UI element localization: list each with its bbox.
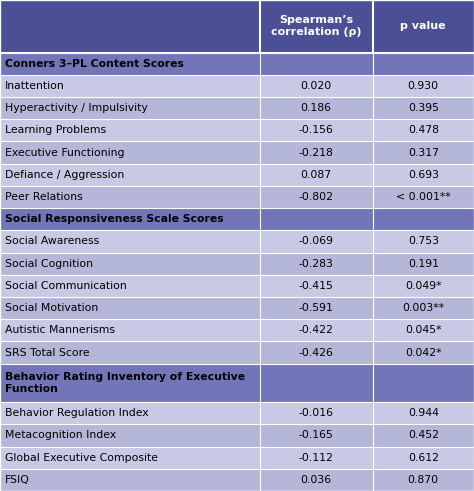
Text: 0.753: 0.753: [408, 237, 439, 246]
Bar: [0, 0, 474, 53]
Text: -0.069: -0.069: [299, 237, 334, 246]
Text: Social Responsiveness Scale Scores: Social Responsiveness Scale Scores: [5, 214, 224, 224]
Text: 0.049*: 0.049*: [405, 281, 442, 291]
Text: 0.003**: 0.003**: [402, 303, 444, 313]
Bar: [0, 75, 474, 97]
Bar: [0, 208, 474, 230]
Bar: [0, 341, 474, 364]
Text: -0.218: -0.218: [299, 148, 334, 158]
Text: -0.016: -0.016: [299, 408, 334, 418]
Text: Autistic Mannerisms: Autistic Mannerisms: [5, 326, 115, 335]
Bar: [0, 424, 474, 446]
Text: -0.591: -0.591: [299, 303, 334, 313]
Text: 0.045*: 0.045*: [405, 326, 442, 335]
Text: Conners 3–PL Content Scores: Conners 3–PL Content Scores: [5, 58, 184, 69]
Text: 0.317: 0.317: [408, 148, 439, 158]
Text: 0.870: 0.870: [408, 475, 439, 485]
Text: 0.042*: 0.042*: [405, 348, 442, 357]
Text: Metacognition Index: Metacognition Index: [5, 431, 116, 440]
Text: SRS Total Score: SRS Total Score: [5, 348, 90, 357]
Text: -0.165: -0.165: [299, 431, 334, 440]
Bar: [0, 141, 474, 164]
Text: 0.020: 0.020: [301, 81, 332, 91]
Text: Behavior Rating Inventory of Executive
Function: Behavior Rating Inventory of Executive F…: [5, 372, 245, 394]
Text: Social Awareness: Social Awareness: [5, 237, 99, 246]
Text: Social Motivation: Social Motivation: [5, 303, 98, 313]
Text: -0.156: -0.156: [299, 125, 334, 136]
Text: Learning Problems: Learning Problems: [5, 125, 106, 136]
Bar: [0, 186, 474, 208]
Bar: [0, 469, 474, 491]
Bar: [0, 275, 474, 297]
Bar: [0, 364, 474, 402]
Text: -0.426: -0.426: [299, 348, 334, 357]
Text: 0.693: 0.693: [408, 170, 439, 180]
Text: 0.036: 0.036: [301, 475, 332, 485]
Bar: [0, 297, 474, 319]
Text: Executive Functioning: Executive Functioning: [5, 148, 125, 158]
Text: Global Executive Composite: Global Executive Composite: [5, 453, 158, 463]
Text: 0.452: 0.452: [408, 431, 439, 440]
Text: 0.186: 0.186: [301, 103, 332, 113]
Text: Behavior Regulation Index: Behavior Regulation Index: [5, 408, 149, 418]
Text: 0.478: 0.478: [408, 125, 439, 136]
Text: FSIQ: FSIQ: [5, 475, 30, 485]
Bar: [0, 53, 474, 75]
Text: Social Communication: Social Communication: [5, 281, 127, 291]
Text: 0.612: 0.612: [408, 453, 439, 463]
Text: Defiance / Aggression: Defiance / Aggression: [5, 170, 124, 180]
Text: 0.395: 0.395: [408, 103, 439, 113]
Text: Peer Relations: Peer Relations: [5, 192, 83, 202]
Bar: [0, 252, 474, 275]
Text: Social Cognition: Social Cognition: [5, 259, 93, 269]
Bar: [0, 230, 474, 252]
Text: < 0.001**: < 0.001**: [396, 192, 451, 202]
Bar: [0, 402, 474, 424]
Text: 0.191: 0.191: [408, 259, 439, 269]
Text: -0.112: -0.112: [299, 453, 334, 463]
Text: -0.283: -0.283: [299, 259, 334, 269]
Text: -0.415: -0.415: [299, 281, 334, 291]
Text: Spearman’s
correlation (ρ): Spearman’s correlation (ρ): [271, 15, 361, 37]
Text: Hyperactivity / Impulsivity: Hyperactivity / Impulsivity: [5, 103, 148, 113]
Bar: [0, 97, 474, 119]
Text: -0.422: -0.422: [299, 326, 334, 335]
Bar: [0, 446, 474, 469]
Bar: [0, 319, 474, 341]
Text: 0.087: 0.087: [301, 170, 332, 180]
Text: p value: p value: [401, 21, 446, 31]
Bar: [0, 119, 474, 141]
Text: Inattention: Inattention: [5, 81, 65, 91]
Text: 0.944: 0.944: [408, 408, 439, 418]
Text: 0.930: 0.930: [408, 81, 439, 91]
Text: -0.802: -0.802: [299, 192, 334, 202]
Bar: [0, 164, 474, 186]
